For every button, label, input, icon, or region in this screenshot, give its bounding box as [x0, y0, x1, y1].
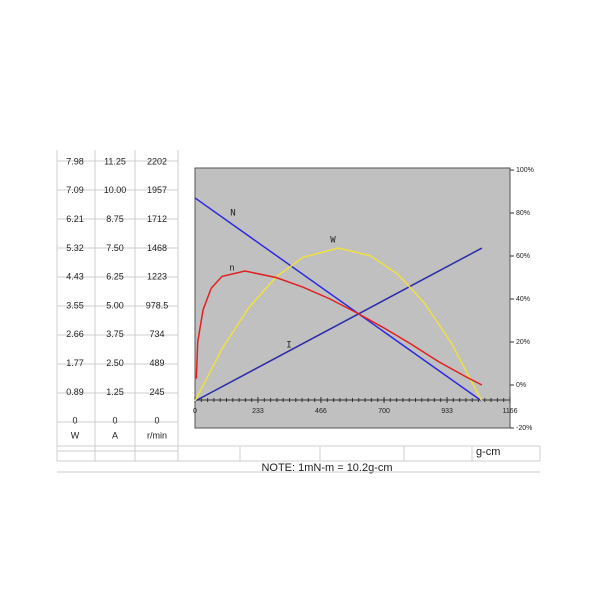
left-tick-label: 7.09	[66, 185, 84, 195]
plot-area	[194, 167, 511, 429]
left-tick-label: 0	[154, 416, 159, 426]
left-tick-label: 6.25	[106, 272, 124, 282]
x-axis-label: g-cm	[476, 446, 500, 458]
left-tick-label: 978.5	[146, 300, 169, 310]
x-tick-label: 233	[252, 408, 264, 415]
left-tick-label: 1468	[147, 243, 167, 253]
y-tick-label: 0%	[516, 382, 526, 389]
left-tick-label: 245	[149, 387, 164, 397]
y-tick-label: 40%	[516, 296, 530, 303]
left-tick-label: 2202	[147, 156, 167, 166]
series-line	[195, 270, 483, 386]
left-unit: W	[71, 430, 80, 440]
left-tick-label: 3.75	[106, 329, 124, 339]
left-tick-label: 1.25	[106, 387, 124, 397]
left-tick-label: 0	[72, 416, 77, 426]
left-tick-label: 10.00	[104, 185, 127, 195]
x-tick-label: 0	[193, 408, 197, 415]
left-tick-label: 0	[112, 416, 117, 426]
left-tick-label: 7.50	[106, 243, 124, 253]
y-tick-label: 20%	[516, 339, 530, 346]
x-tick-label: 466	[315, 408, 327, 415]
left-tick-label: 2.50	[106, 358, 124, 368]
series-line	[194, 197, 483, 402]
note: NOTE: 1mN-m = 10.2g-cm	[261, 462, 392, 474]
series-label: N	[230, 209, 235, 219]
left-tick-label: 5.00	[106, 300, 124, 310]
left-tick-label: 7.98	[66, 156, 84, 166]
left-tick-label: 5.32	[66, 243, 84, 253]
x-tick-label: 933	[441, 408, 453, 415]
series-label: n	[229, 264, 234, 274]
y-tick-label: -20%	[516, 425, 532, 432]
y-tick-label: 100%	[516, 167, 534, 174]
y-tick-label: 80%	[516, 210, 530, 217]
left-tick-label: 1712	[147, 214, 167, 224]
series-line	[194, 247, 483, 402]
left-tick-label: 6.21	[66, 214, 84, 224]
left-tick-label: 1223	[147, 272, 167, 282]
left-tick-label: 2.66	[66, 329, 84, 339]
left-tick-label: 0.89	[66, 387, 84, 397]
left-tick-label: 1957	[147, 185, 167, 195]
left-tick-label: 3.55	[66, 300, 84, 310]
y-tick-label: 60%	[516, 253, 530, 260]
series-line	[194, 247, 483, 402]
series-label: I	[286, 341, 291, 351]
left-unit: r/min	[147, 430, 167, 440]
left-tick-label: 1.77	[66, 358, 84, 368]
left-tick-label: 8.75	[106, 214, 124, 224]
left-tick-label: 11.25	[104, 156, 126, 166]
left-unit: A	[112, 430, 118, 440]
left-tick-label: 4.43	[66, 272, 84, 282]
left-tick-label: 734	[149, 329, 164, 339]
series-label: W	[330, 236, 336, 246]
left-tick-label: 489	[149, 358, 164, 368]
x-tick-label: 1166	[502, 408, 517, 415]
x-tick-label: 700	[378, 408, 390, 415]
